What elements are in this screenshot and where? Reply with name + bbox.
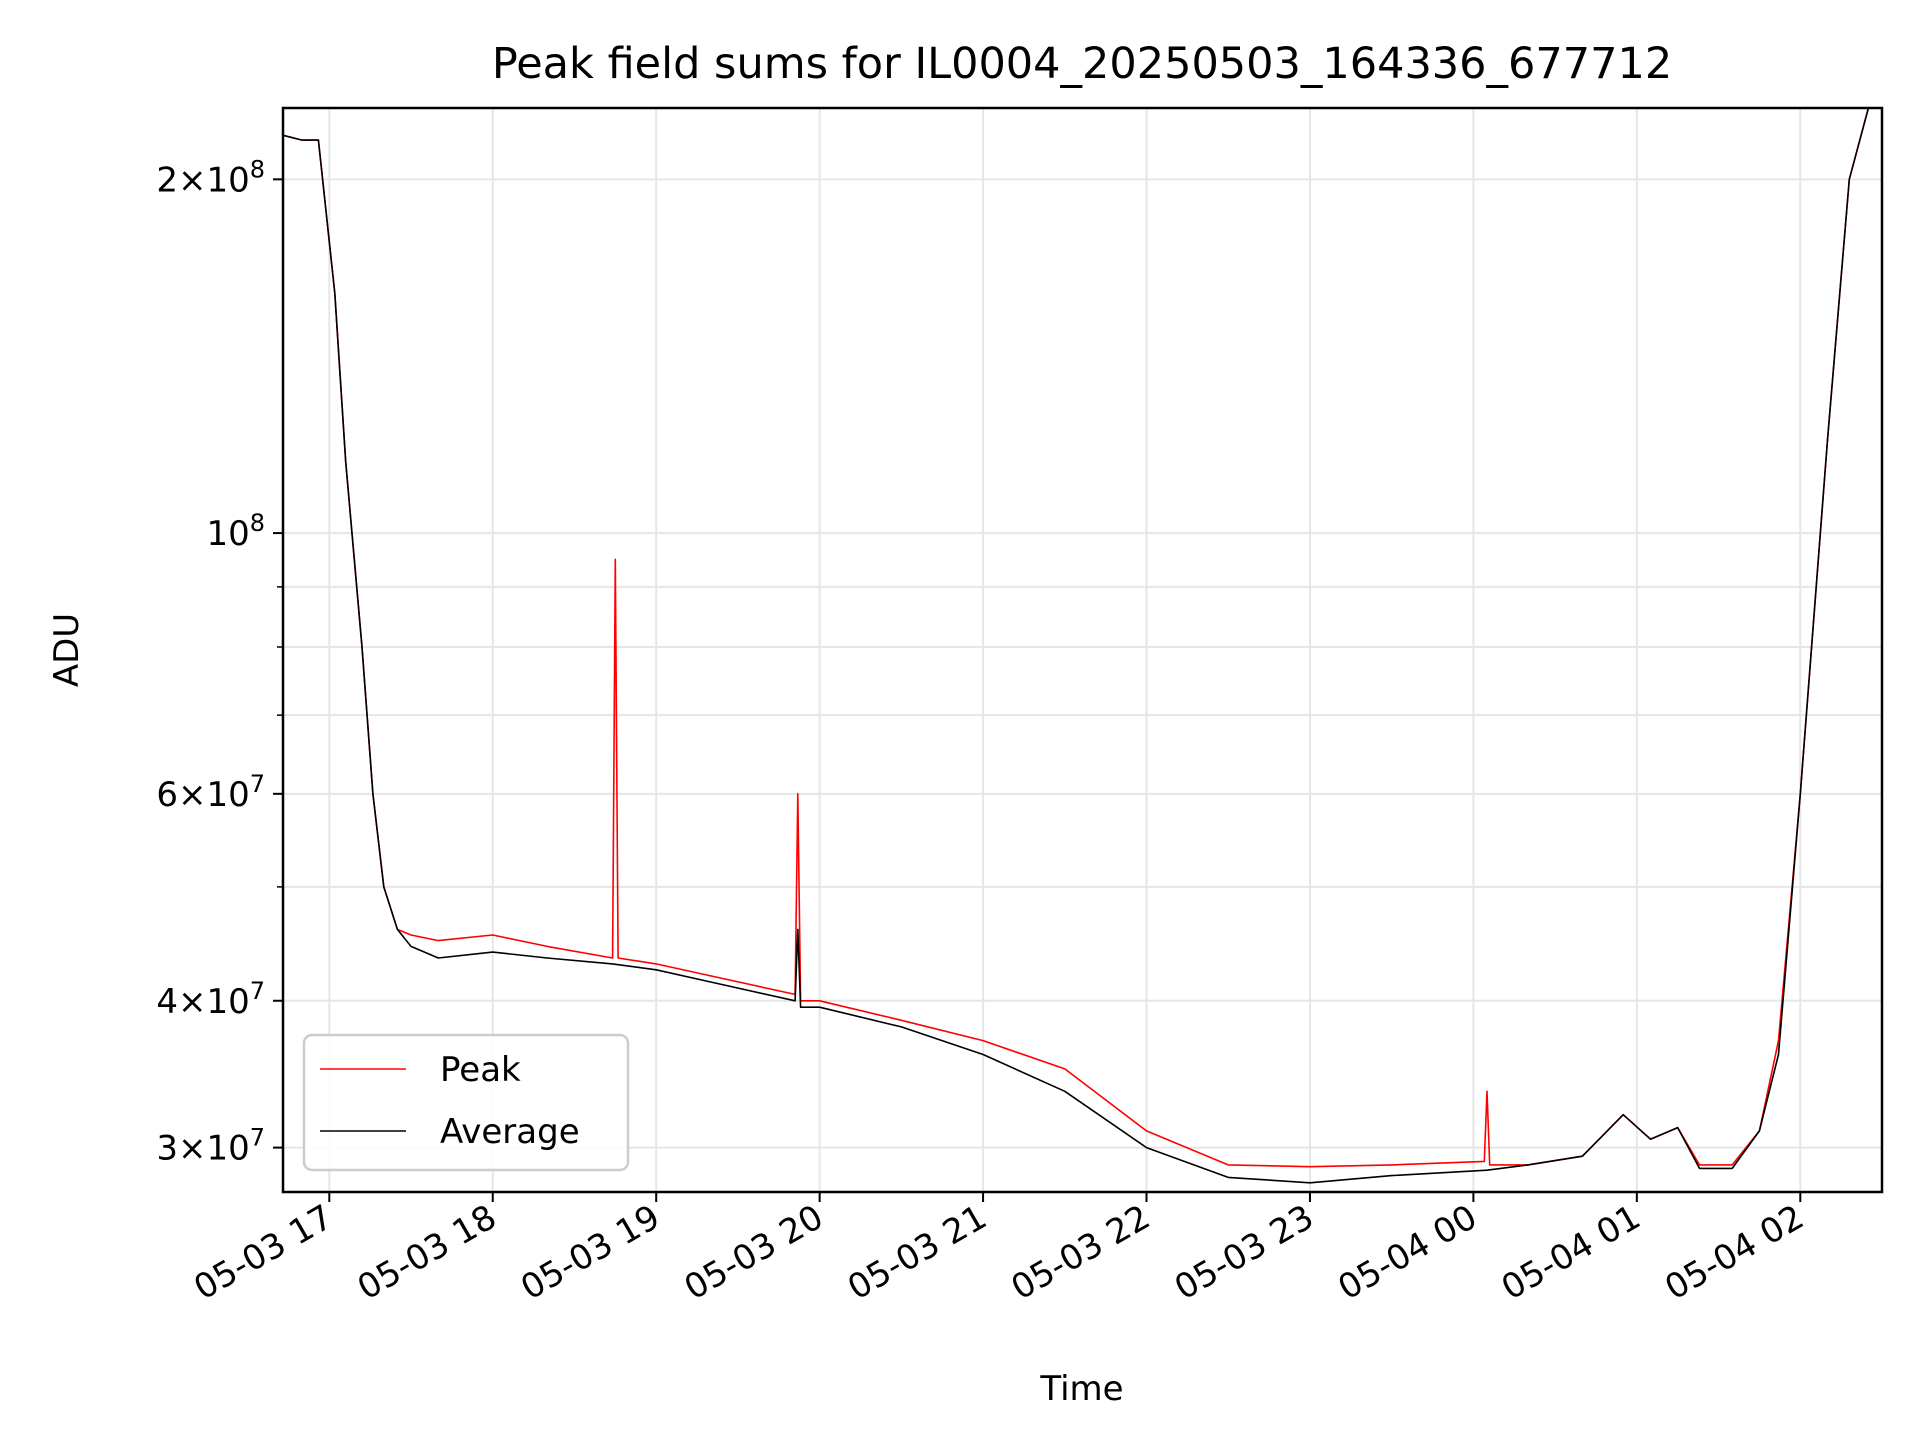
y-tick-label: 2×108 bbox=[156, 155, 265, 200]
series-layer bbox=[283, 108, 1870, 1184]
chart-title: Peak field sums for IL0004_20250503_1643… bbox=[492, 39, 1672, 89]
plot-frame bbox=[281, 106, 1884, 1194]
y-tick-label: 4×107 bbox=[156, 977, 265, 1022]
series-line-average bbox=[283, 108, 1870, 1184]
y-axis-title: ADU bbox=[47, 613, 87, 687]
legend-label-peak: Peak bbox=[440, 1050, 521, 1090]
legend-label-average: Average bbox=[440, 1112, 580, 1152]
y-tick-label: 3×107 bbox=[156, 1124, 265, 1169]
legend: Peak Average bbox=[302, 1033, 630, 1172]
grid bbox=[283, 108, 1882, 1192]
x-axis-title: Time bbox=[1039, 1369, 1123, 1409]
y-tick-label: 108 bbox=[206, 509, 265, 554]
y-tick-label: 6×107 bbox=[156, 770, 265, 815]
